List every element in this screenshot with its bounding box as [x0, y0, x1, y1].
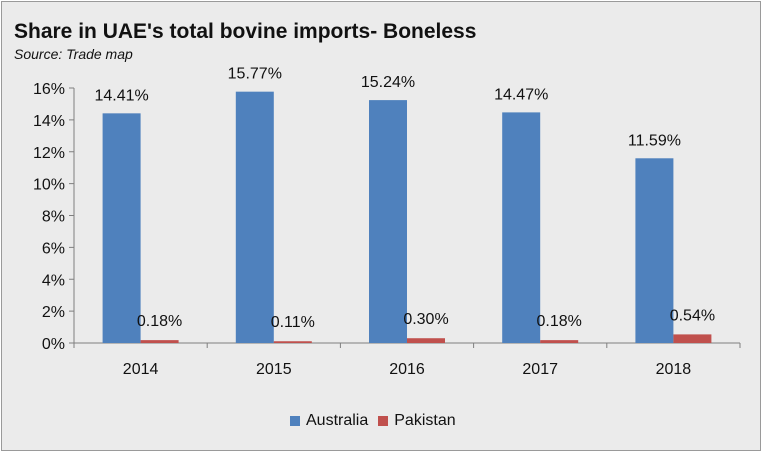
y-tick-label: 14% [33, 113, 65, 130]
y-tick-label: 0% [42, 336, 65, 353]
legend-label-pakistan: Pakistan [394, 412, 456, 429]
bar-pakistan [673, 334, 712, 343]
legend-swatch-pakistan [378, 416, 389, 426]
bar-australia [102, 113, 141, 343]
data-label-australia: 15.24% [361, 74, 415, 91]
data-label-pakistan: 0.11% [271, 314, 315, 331]
legend-swatch-australia [290, 416, 300, 426]
y-tick-label: 10% [33, 177, 65, 194]
bar-australia [235, 91, 274, 344]
x-tick-label: 2017 [522, 361, 558, 378]
bar-pakistan [273, 341, 312, 343]
data-label-australia: 11.59% [628, 132, 681, 149]
data-label-australia: 14.47% [494, 86, 548, 103]
bar-australia [635, 158, 674, 343]
data-label-pakistan: 0.18% [137, 313, 182, 330]
y-tick-label: 2% [42, 304, 65, 321]
chart-subtitle: Source: Trade map [14, 46, 133, 62]
legend-item-australia: Australia [290, 412, 368, 430]
legend-label-australia: Australia [306, 412, 369, 429]
x-tick-label: 2014 [123, 361, 159, 378]
y-tick-label: 8% [42, 209, 65, 226]
legend: Australia Pakistan [290, 412, 460, 430]
data-label-pakistan: 0.54% [670, 307, 715, 324]
data-label-pakistan: 0.30% [403, 311, 448, 328]
bar-australia [502, 112, 541, 344]
x-tick-label: 2018 [656, 361, 692, 378]
legend-item-pakistan: Pakistan [378, 412, 456, 430]
bar-pakistan [540, 340, 579, 343]
data-label-pakistan: 0.18% [537, 313, 582, 330]
y-tick-label: 6% [42, 240, 65, 257]
y-tick-label: 4% [42, 272, 65, 289]
x-tick-label: 2015 [256, 361, 292, 378]
data-label-australia: 15.77% [228, 66, 282, 83]
bar-australia [369, 100, 407, 343]
y-tick-label: 12% [33, 145, 65, 162]
bar-pakistan [407, 338, 445, 343]
data-label-australia: 14.41% [94, 87, 148, 104]
chart-title: Share in UAE's total bovine imports- Bon… [14, 20, 477, 43]
x-tick-label: 2016 [389, 361, 425, 378]
bar-pakistan [140, 340, 179, 343]
y-tick-label: 16% [33, 81, 65, 98]
